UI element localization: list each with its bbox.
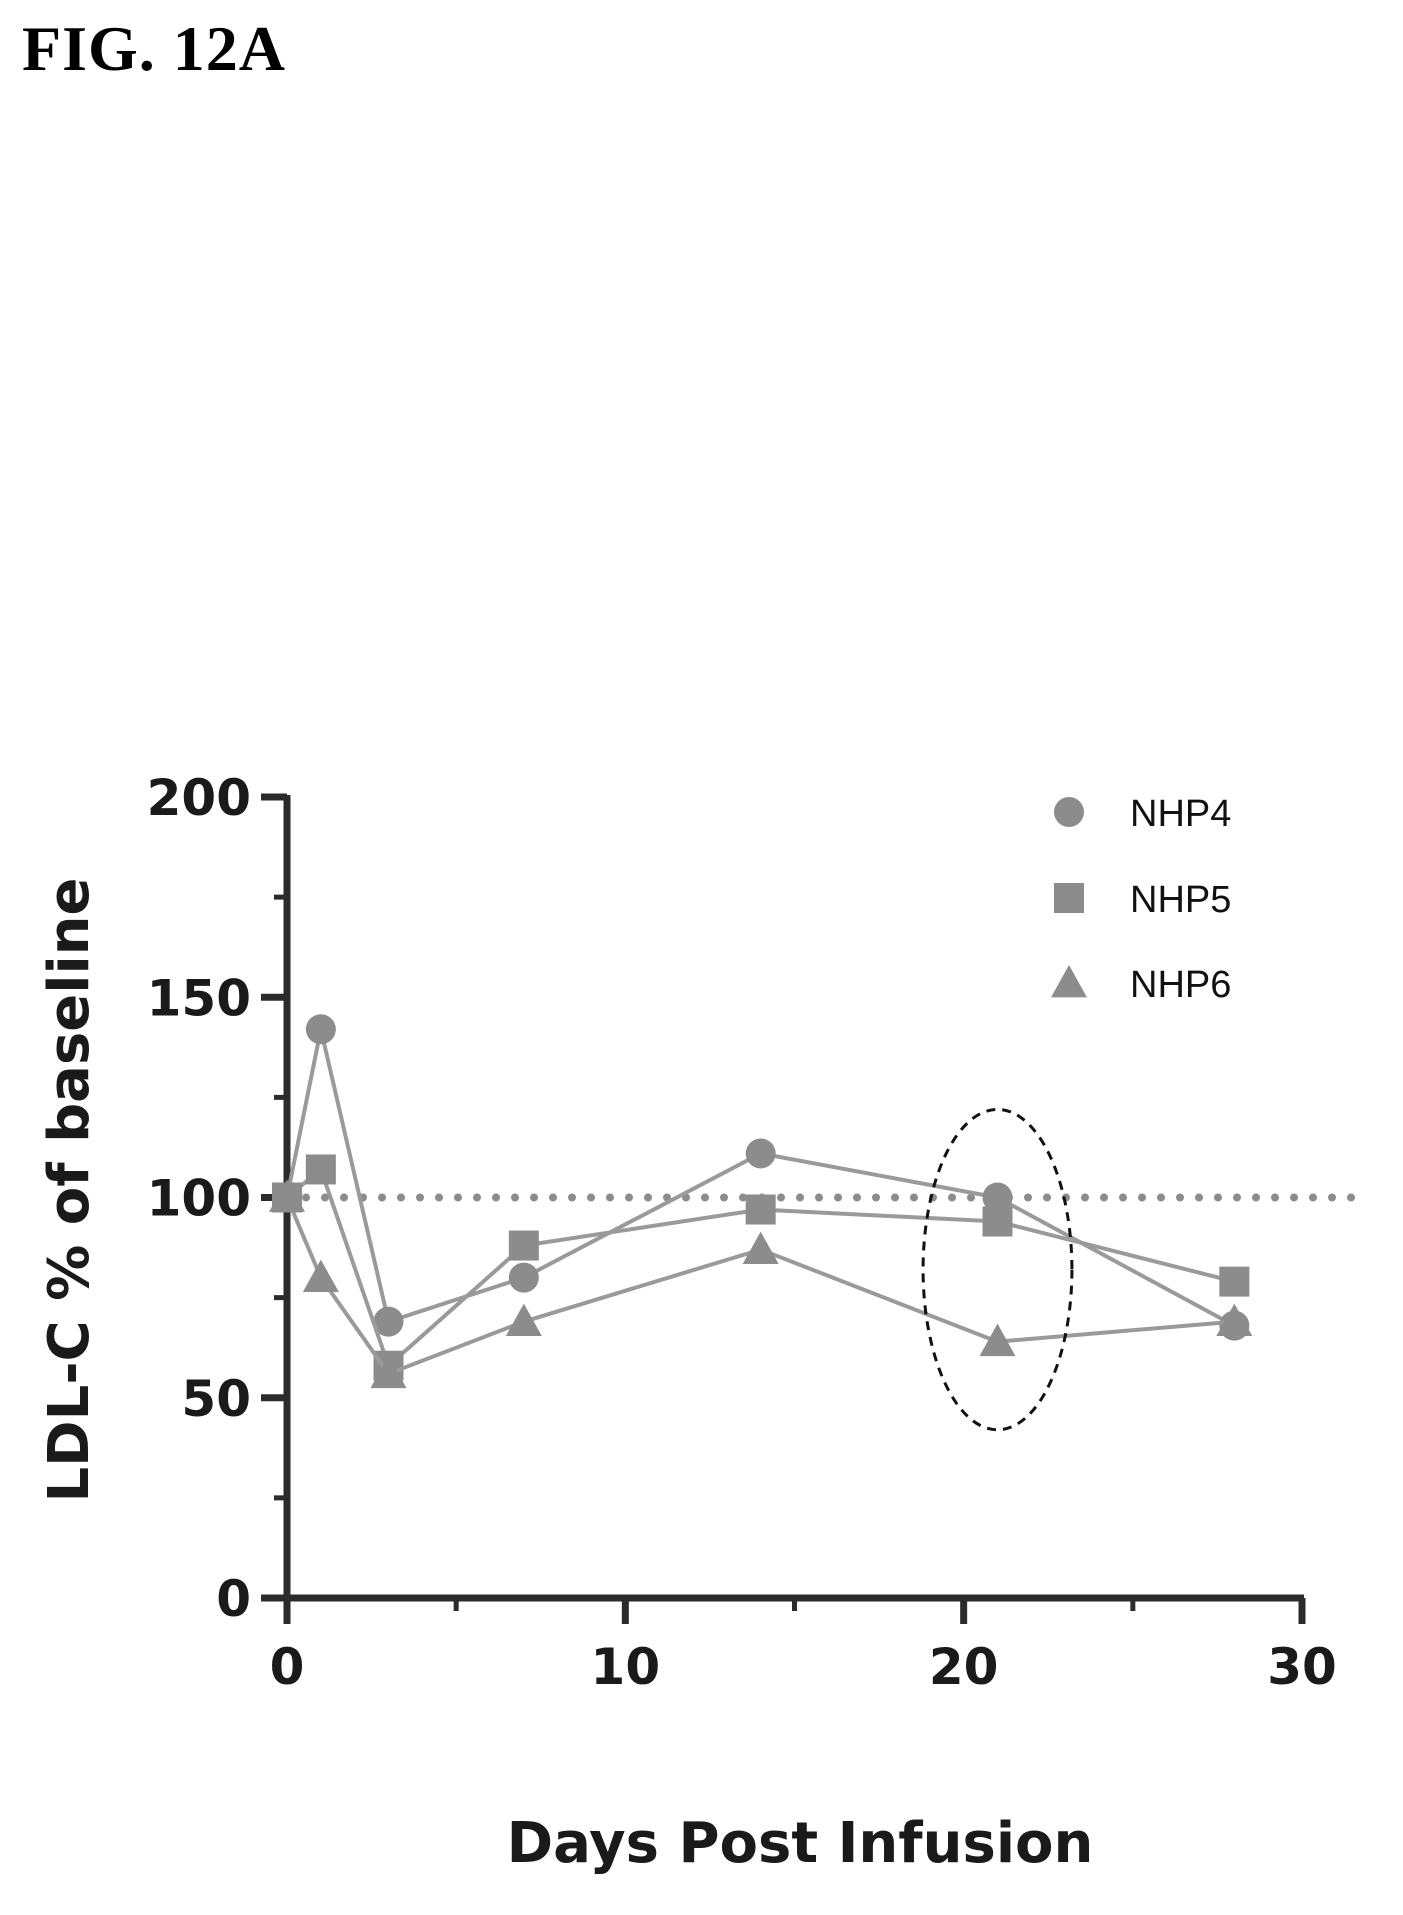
y-tick-label: 50 [181, 1370, 251, 1428]
x-tick-label: 10 [591, 1638, 661, 1696]
legend-label-nhp4: NHP4 [1130, 793, 1231, 835]
highlight-layer [921, 1107, 1074, 1432]
x-tick-label: 30 [1267, 1638, 1337, 1696]
x-tick-label: 0 [270, 1638, 305, 1696]
legend: NHP4 NHP5 NHP6 [1051, 793, 1231, 1006]
data-point-nhp4 [373, 1306, 404, 1337]
series-line-nhp4 [285, 1028, 1236, 1328]
legend-marker-nhp4 [1054, 797, 1084, 827]
data-point-nhp6 [505, 1303, 542, 1337]
legend-label-nhp6: NHP6 [1130, 964, 1231, 1006]
axes: 0 50 100 150 200 0 10 20 30 [147, 769, 1337, 1696]
data-point-nhp5 [305, 1154, 336, 1185]
data-point-nhp6 [269, 1179, 305, 1212]
x-tick-label: 20 [929, 1638, 999, 1696]
data-point-nhp5 [1219, 1266, 1250, 1297]
y-tick-label: 0 [216, 1570, 251, 1628]
data-point-nhp4 [305, 1014, 336, 1045]
data-point-nhp6 [302, 1259, 339, 1292]
data-point-nhp5 [745, 1194, 776, 1225]
data-point-nhp5 [982, 1206, 1013, 1237]
data-point-nhp4 [982, 1182, 1013, 1213]
figure-title: FIG. 12A [22, 13, 286, 84]
y-tick-label: 100 [147, 1170, 251, 1228]
data-point-nhp6 [370, 1355, 407, 1389]
legend-marker-nhp5 [1054, 883, 1084, 913]
y-tick-label: 150 [147, 969, 251, 1027]
legend-marker-nhp6 [1051, 965, 1087, 998]
x-axis-title: Days Post Infusion [507, 1811, 1094, 1876]
data-point-nhp5 [508, 1230, 539, 1261]
data-point-nhp6 [742, 1231, 779, 1264]
data-point-nhp4 [745, 1138, 776, 1169]
data-point-nhp6 [1216, 1303, 1253, 1337]
y-tick-label: 200 [147, 769, 251, 827]
series-layer [269, 1014, 1253, 1389]
legend-label-nhp5: NHP5 [1130, 879, 1231, 921]
data-point-nhp6 [979, 1323, 1016, 1357]
data-point-nhp4 [508, 1262, 539, 1293]
highlight-ellipse [921, 1107, 1074, 1432]
y-axis-title: LDL-C % of baseline [37, 877, 102, 1502]
